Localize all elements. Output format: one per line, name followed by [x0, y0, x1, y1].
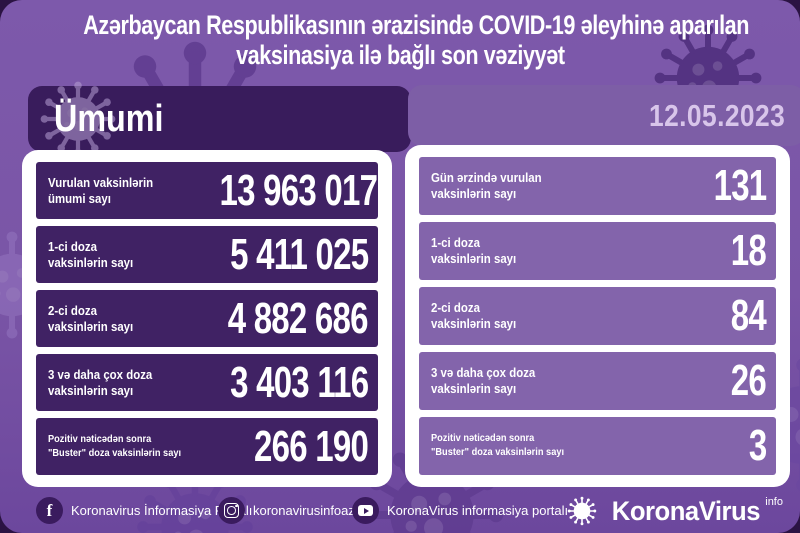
stat-label: 2-ci doza vaksinlərin sayı [431, 300, 517, 331]
daily-stats-panel: Gün ərzində vurulan vaksinlərin sayı 131… [405, 145, 790, 487]
stat-label: Pozitiv nəticədən sonra "Buster" doza va… [48, 432, 182, 459]
stat-label: 1-ci doza vaksinlərin sayı [48, 238, 134, 270]
brand-name: KoronaVirus [612, 495, 761, 526]
title-line-1: Azərbaycan Respublikasının ərazisində CO… [83, 10, 750, 40]
report-date: 12.05.2023 [648, 97, 785, 133]
stat-value: 26 [730, 356, 767, 405]
stat-value: 13 963 017 [220, 165, 378, 215]
footer: f Koronavirus İnformasiya Portalı korona… [0, 487, 800, 533]
youtube-link: KoronaVirus informasiya portalı [352, 497, 568, 524]
stat-label: 3 və daha çox doza vaksinlərin sayı [431, 365, 536, 396]
table-row: 2-ci doza vaksinlərin sayı 4 882 686 [36, 290, 378, 347]
stat-value: 3 403 116 [229, 357, 369, 407]
date-panel-header: 12.05.2023 [408, 85, 800, 146]
stat-value: 4 882 686 [227, 293, 369, 343]
stat-label: 3 və daha çox doza vaksinlərin sayı [48, 366, 153, 398]
total-panel-title: Ümumi [54, 97, 164, 140]
stat-value: 3 [748, 421, 766, 470]
table-row: 3 və daha çox doza vaksinlərin sayı 26 [419, 352, 776, 410]
table-row: 1-ci doza vaksinlərin sayı 18 [419, 222, 776, 280]
stat-label: 1-ci doza vaksinlərin sayı [431, 235, 517, 266]
stat-value: 266 190 [253, 421, 369, 471]
total-stats-panel: Vurulan vaksinlərin ümumi sayı 13 963 01… [22, 150, 392, 487]
youtube-icon [352, 497, 379, 524]
table-row: Gün ərzində vurulan vaksinlərin sayı 131 [419, 157, 776, 215]
instagram-label: koronavirusinfoaz [253, 503, 355, 518]
table-row: 2-ci doza vaksinlərin sayı 84 [419, 287, 776, 345]
stat-label: 2-ci doza vaksinlərin sayı [48, 302, 134, 334]
brand-logo: KoronaVirus info [566, 495, 784, 527]
youtube-label: KoronaVirus informasiya portalı [387, 503, 569, 518]
title-line-2: vaksinasiya ilə bağlı son vəziyyət [235, 40, 565, 70]
table-row: 3 və daha çox doza vaksinlərin sayı 3 40… [36, 354, 378, 411]
virus-logo-icon [567, 495, 598, 527]
facebook-icon: f [36, 497, 63, 524]
stat-label: Pozitiv nəticədən sonra "Buster" doza va… [431, 432, 565, 458]
page-title: Azərbaycan Respublikasının ərazisində CO… [0, 10, 800, 70]
table-row: Pozitiv nəticədən sonra "Buster" doza va… [36, 418, 378, 475]
stat-label: Vurulan vaksinlərin ümumi sayı [48, 174, 154, 206]
instagram-icon [218, 497, 245, 524]
stat-value: 84 [730, 291, 767, 340]
stat-label: Gün ərzində vurulan vaksinlərin sayı [431, 170, 542, 201]
stat-value: 131 [713, 161, 767, 210]
table-row: 1-ci doza vaksinlərin sayı 5 411 025 [36, 226, 378, 283]
total-panel-header: Ümumi [28, 86, 411, 152]
instagram-link: koronavirusinfoaz [218, 497, 355, 524]
brand-superscript: info [765, 496, 783, 508]
stat-value: 5 411 025 [229, 229, 369, 279]
table-row: Vurulan vaksinlərin ümumi sayı 13 963 01… [36, 162, 378, 219]
table-row: Pozitiv nəticədən sonra "Buster" doza va… [419, 417, 776, 475]
stat-value: 18 [730, 226, 767, 275]
